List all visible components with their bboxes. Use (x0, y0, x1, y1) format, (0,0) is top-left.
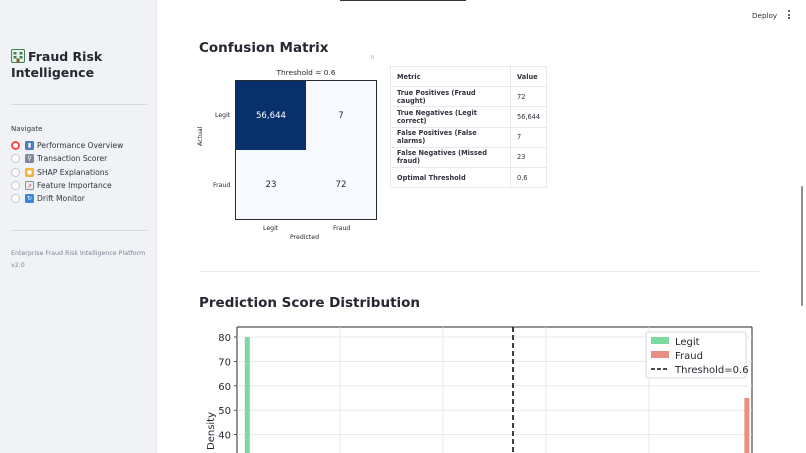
cell-tp: 72 (306, 150, 376, 219)
drag-handle-icon[interactable]: ⠶ (370, 53, 376, 61)
y-tick-label: 80 (218, 333, 231, 344)
bar-chart-icon: ▮ (25, 140, 34, 150)
chart-frame: 56,644 7 23 72 (235, 80, 377, 220)
confusion-matrix-heading: Confusion Matrix (199, 40, 329, 56)
app-title: Fraud Risk Intelligence (11, 49, 103, 80)
nav-item-label: Feature Importance (37, 180, 112, 190)
y-tick-label: 70 (218, 357, 231, 368)
cell-tn: 56,644 (236, 81, 306, 150)
y-tick-fraud: Fraud (213, 182, 231, 189)
nav-transaction-scorer[interactable]: ⚲ Transaction Scorer (11, 152, 107, 164)
sidebar-divider (11, 230, 147, 231)
metric-name: False Negatives (Missed fraud) (390, 146, 511, 168)
metric-name: False Positives (False alarms) (390, 126, 511, 148)
section-divider (199, 271, 759, 272)
sidebar: Fraud Risk Intelligence Navigate ▮ Perfo… (0, 0, 157, 453)
lightbulb-icon: ● (25, 167, 34, 177)
radio-selected[interactable] (11, 140, 20, 150)
x-axis-label: Predicted (290, 234, 320, 241)
y-axis-label: Actual (197, 126, 204, 146)
metric-name: True Positives (Fraud caught) (390, 86, 511, 108)
menu-icon[interactable] (786, 10, 792, 20)
table-row: Optimal Threshold 0.6 (390, 166, 548, 189)
line-chart-icon: ↗ (25, 180, 34, 190)
legend-label-threshold: Threshold=0.6 (674, 365, 749, 376)
column-header: Value (509, 65, 548, 88)
cell-fn: 23 (236, 150, 306, 219)
table-row: True Negatives (Legit correct) 56,644 (390, 106, 548, 128)
legend-swatch-legit (651, 337, 669, 344)
bar-fraud (744, 398, 750, 453)
nav-item-label: SHAP Explanations (37, 167, 109, 177)
chart-title: Threshold = 0.6 (276, 68, 336, 77)
y-tick-legit: Legit (215, 112, 231, 119)
cell-fp: 7 (306, 81, 376, 150)
bank-icon (11, 49, 25, 63)
legend-box (645, 331, 747, 379)
metric-value: 23 (509, 146, 548, 168)
y-tick-label: 50 (218, 406, 231, 417)
distribution-heading: Prediction Score Distribution (199, 295, 421, 311)
table-row: False Positives (False alarms) 7 (390, 126, 548, 148)
x-tick-legit: Legit (263, 225, 279, 232)
y-tick-label: 60 (218, 382, 231, 393)
metrics-table: Metric Value True Positives (Fraud caugh… (390, 65, 548, 189)
y-axis-label: Density (206, 412, 217, 450)
legend-label-fraud: Fraud (675, 351, 703, 362)
score-distribution-chart: 40 50 60 70 80 Density Legit Fraud Threshold=0.6 (206, 326, 753, 453)
column-header: Metric (390, 65, 511, 88)
table-row: False Negatives (Missed fraud) 23 (390, 146, 548, 168)
nav-item-label: Transaction Scorer (37, 153, 108, 163)
magnifier-icon: ⚲ (25, 153, 34, 163)
x-tick-fraud: Fraud (333, 225, 351, 232)
nav-performance-overview[interactable]: ▮ Performance Overview (11, 139, 123, 151)
radio[interactable] (11, 193, 20, 203)
metric-name: True Negatives (Legit correct) (390, 106, 511, 128)
nav-feature-importance[interactable]: ↗ Feature Importance (11, 179, 112, 191)
metric-value: 56,644 (509, 106, 548, 128)
metric-value: 7 (509, 126, 548, 148)
bar-legit (244, 337, 250, 453)
refresh-icon: ↻ (25, 193, 34, 203)
deploy-button[interactable]: Deploy (752, 11, 778, 20)
y-tick-label: 40 (218, 431, 231, 442)
table-header-row: Metric Value (390, 65, 548, 88)
legend-swatch-fraud (651, 351, 669, 358)
radio[interactable] (11, 153, 20, 163)
sidebar-divider (11, 104, 147, 105)
top-partial-line (340, 0, 466, 1)
nav-shap-explanations[interactable]: ● SHAP Explanations (11, 166, 109, 178)
metric-value: 0.6 (509, 166, 548, 189)
table-row: True Positives (Fraud caught) 72 (390, 86, 548, 108)
metric-name: Optimal Threshold (390, 166, 511, 189)
nav-drift-monitor[interactable]: ↻ Drift Monitor (11, 192, 85, 204)
sidebar-footer: Enterprise Fraud Risk Intelligence Platf… (11, 250, 146, 269)
metric-value: 72 (509, 86, 548, 108)
scrollbar[interactable] (801, 186, 803, 306)
legend-label-legit: Legit (675, 337, 700, 348)
radio[interactable] (11, 167, 20, 177)
nav-item-label: Performance Overview (37, 140, 124, 150)
nav-label: Navigate (11, 125, 43, 133)
nav-item-label: Drift Monitor (37, 193, 85, 203)
radio[interactable] (11, 180, 20, 190)
